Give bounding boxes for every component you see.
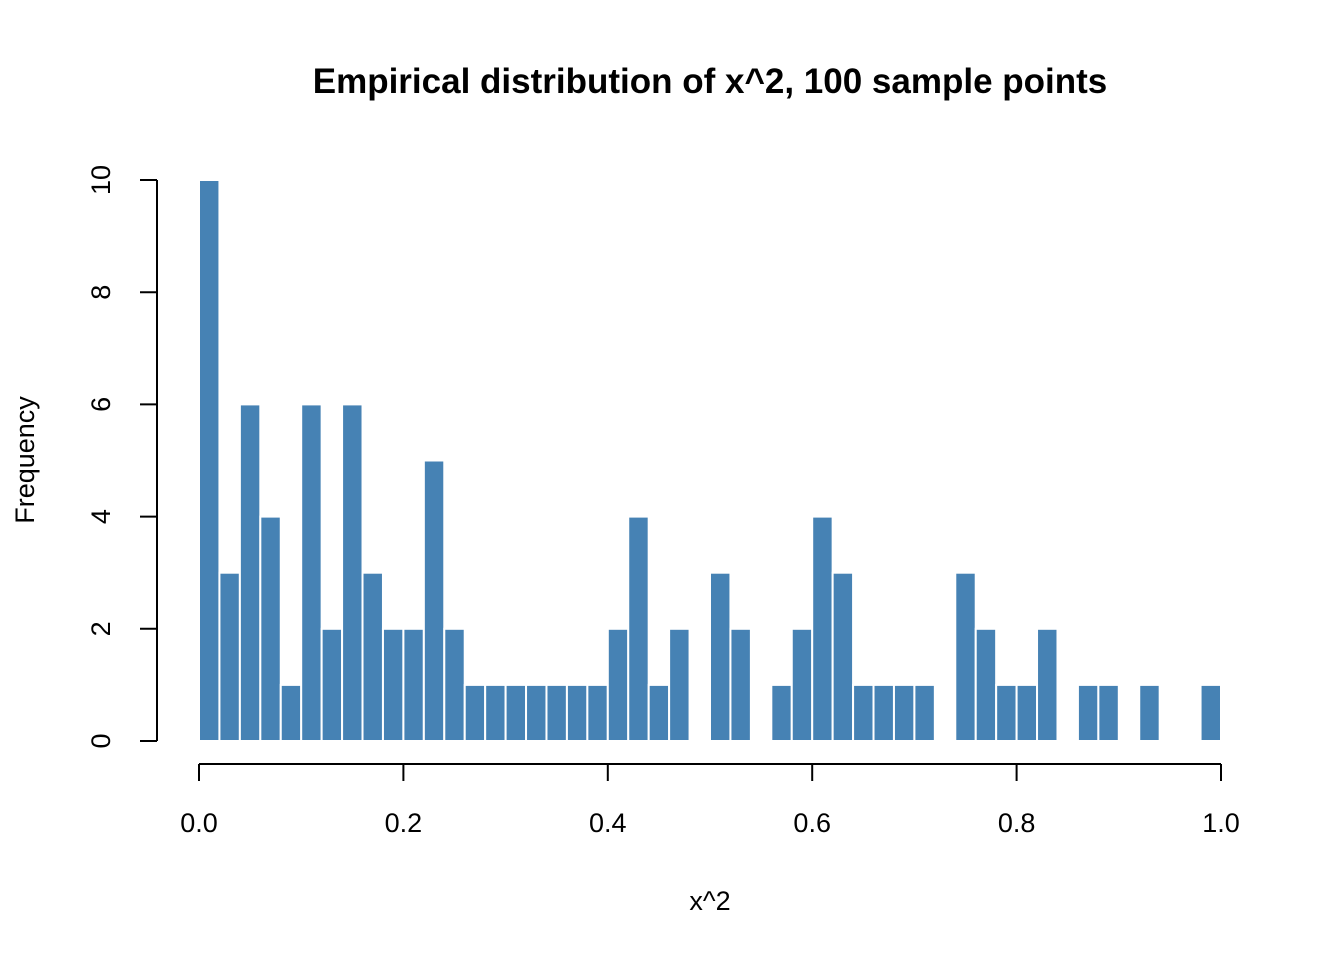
x-tick-label-1: 0.2	[385, 808, 423, 838]
histogram-bar-26	[729, 627, 752, 742]
x-axis-label: x^2	[689, 886, 730, 916]
chart-title: Empirical distribution of x^2, 100 sampl…	[313, 62, 1108, 101]
histogram-bar-25	[709, 571, 732, 743]
histogram-bar-19	[586, 683, 609, 743]
histogram-bar-3	[259, 515, 282, 742]
x-tick-label-2: 0.4	[589, 808, 627, 838]
histogram-bar-7	[341, 403, 364, 742]
histogram-bar-16	[525, 683, 548, 743]
y-tick-label-1: 2	[86, 621, 116, 636]
y-axis: 0 2 4 6 8 10	[86, 165, 158, 749]
histogram-bar-13	[463, 683, 487, 743]
histogram-bar-1	[218, 571, 241, 743]
histogram-bar-17	[545, 683, 568, 743]
x-tick-label-4: 0.8	[998, 808, 1036, 838]
histogram-bar-18	[565, 683, 589, 743]
histogram-bar-0	[198, 179, 221, 742]
histogram-bar-8	[361, 571, 384, 743]
y-tick-label-0: 0	[86, 733, 116, 748]
y-axis-label: Frequency	[10, 396, 40, 524]
x-tick-label-5: 1.0	[1202, 808, 1240, 838]
histogram-bar-15	[504, 683, 528, 743]
histogram-bar-5	[300, 403, 323, 742]
histogram-bar-31	[831, 571, 855, 743]
histogram-bar-4	[279, 683, 303, 743]
histogram-bar-33	[872, 683, 895, 743]
histogram-bar-44	[1097, 683, 1120, 743]
histogram-bar-34	[892, 683, 916, 743]
histogram-bar-14	[484, 683, 507, 743]
x-tick-label-3: 0.6	[793, 808, 831, 838]
histogram-bar-22	[647, 683, 671, 743]
histogram-bar-40	[1015, 683, 1039, 743]
histogram-bar-37	[954, 571, 977, 743]
histogram-bar-35	[913, 683, 936, 743]
histogram-bar-11	[422, 459, 446, 742]
histogram-bar-6	[320, 627, 344, 742]
x-tick-label-0: 0.0	[180, 808, 218, 838]
histogram-bar-9	[381, 627, 405, 742]
histogram-bar-38	[974, 627, 998, 742]
y-tick-label-2: 4	[86, 509, 116, 524]
histogram-bar-41	[1036, 627, 1059, 742]
histogram-bar-49	[1199, 683, 1223, 743]
histogram-bar-12	[443, 627, 466, 742]
histogram-bar-23	[668, 627, 691, 742]
y-tick-label-3: 6	[86, 397, 116, 412]
histogram-bar-39	[995, 683, 1018, 743]
histogram-bar-43	[1076, 683, 1100, 743]
histogram-bar-21	[627, 515, 650, 742]
y-tick-label-5: 10	[86, 165, 116, 195]
histogram-bar-28	[770, 683, 793, 743]
histogram-bar-30	[811, 515, 834, 742]
histogram-bar-29	[790, 627, 814, 742]
histogram-bar-20	[606, 627, 630, 742]
histogram-bar-46	[1138, 683, 1161, 743]
bars-group	[198, 179, 1223, 743]
histogram-bar-2	[238, 403, 262, 742]
histogram-bar-10	[402, 627, 425, 742]
x-axis: 0.0 0.2 0.4 0.6 0.8 1.0	[180, 763, 1240, 838]
histogram-bar-32	[852, 683, 875, 743]
y-tick-label-4: 8	[86, 285, 116, 300]
